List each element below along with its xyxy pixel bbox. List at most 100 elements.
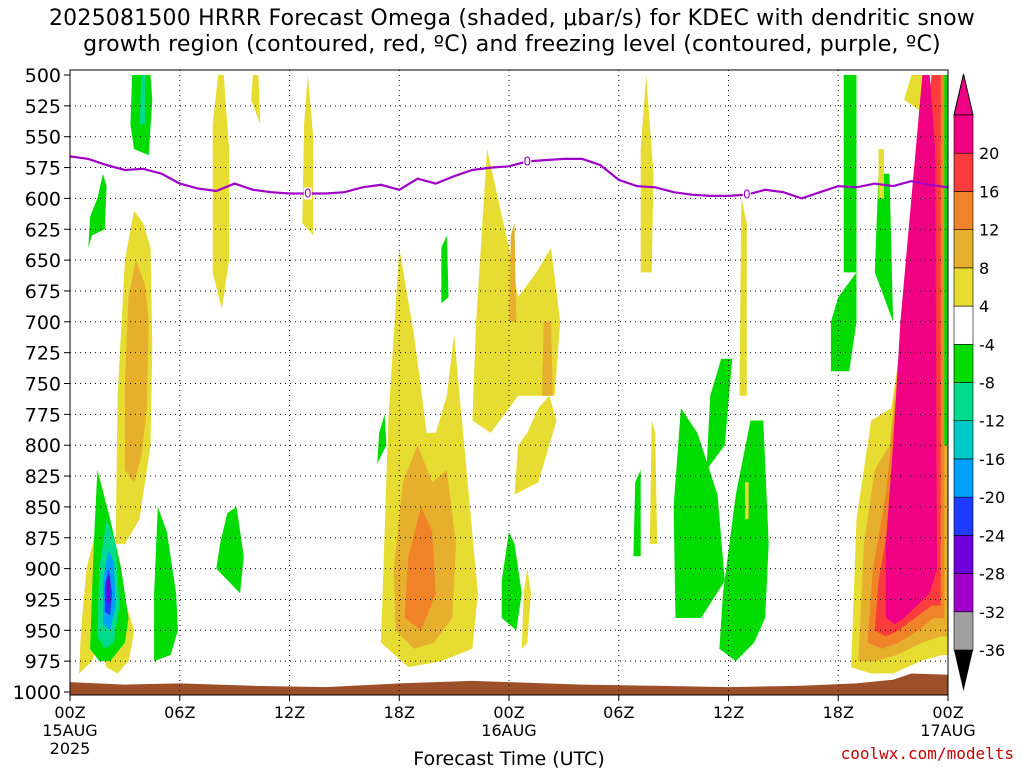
- x-tick-label-12: 12Z: [274, 703, 305, 722]
- colorbar-top-arrow: [953, 73, 974, 116]
- omega-region-14: [251, 75, 261, 125]
- colorbar-segment-0: [953, 611, 974, 651]
- colorbar-label-8: -4: [979, 335, 995, 354]
- y-tick-label-975: 975: [25, 651, 61, 673]
- omega-region-45: [885, 75, 937, 625]
- colorbar-segment-2: [953, 535, 974, 574]
- ground-surface: [70, 673, 948, 695]
- y-tick-label-875: 875: [25, 528, 61, 550]
- omega-region-29: [649, 420, 658, 544]
- chart-title-line2: growth region (contoured, red, ºC) and f…: [83, 32, 941, 57]
- freezing-level-line: [70, 155, 948, 200]
- colorbar-segment-7: [953, 343, 974, 383]
- freezing-level-label-bg-1: [523, 155, 532, 168]
- y-axis: 500 525 550 575 600 625 650 675 700 725 750 775 800 8…: [13, 65, 70, 704]
- y-tick-label-500: 500: [25, 65, 61, 87]
- omega-region-31: [706, 358, 733, 470]
- omega-region-36: [843, 75, 857, 273]
- x-tick-label-48: 00Z: [932, 703, 963, 722]
- y-tick-label-775: 775: [25, 404, 61, 426]
- y-tick-label-900: 900: [25, 559, 61, 581]
- freezing-level-label-bg-2: [742, 188, 751, 201]
- colorbar-segment-4: [953, 458, 974, 498]
- omega-region-13: [212, 75, 230, 310]
- y-tick-label-525: 525: [25, 96, 61, 118]
- freezing-level-label-0: 0: [304, 186, 312, 200]
- y-tick-label-575: 575: [25, 158, 61, 180]
- colorbar-segment-12: [953, 152, 974, 192]
- freezing-level-label-bg-0: [303, 187, 312, 200]
- colorbar-segment-11: [953, 191, 974, 230]
- omega-region-27: [640, 75, 654, 273]
- omega-region-26: [521, 568, 531, 649]
- omega-region-21: [472, 149, 561, 433]
- y-tick-label-950: 950: [25, 620, 61, 642]
- colorbar-label-7: -8: [979, 374, 995, 393]
- x-tick-label-6: 06Z: [164, 703, 195, 722]
- omega-region-20: [441, 235, 449, 304]
- freezing-level-label-2: 0: [743, 188, 751, 202]
- colorbar-label-10: 8: [979, 259, 989, 278]
- omega-region-32: [719, 420, 769, 662]
- y-tick-label-600: 600: [25, 188, 61, 210]
- credit-text: coolwx.com/modelts: [840, 744, 1014, 763]
- colorbar-label-1: -32: [979, 603, 1005, 622]
- chart-title-line1: 2025081500 HRRR Forecast Omega (shaded, …: [48, 6, 975, 31]
- x-tick-label-30: 06Z: [603, 703, 634, 722]
- colorbar-label-9: 4: [979, 297, 989, 316]
- colorbar-label-3: -24: [979, 526, 1005, 545]
- colorbar-segment-6: [953, 382, 974, 422]
- omega-region-8: [88, 173, 107, 248]
- y-tick-label-700: 700: [25, 312, 61, 334]
- y-tick-label-725: 725: [25, 343, 61, 365]
- y-tick-label-800: 800: [25, 435, 61, 457]
- colorbar-segment-13: [953, 114, 974, 154]
- colorbar-segment-9: [953, 267, 974, 307]
- x-tick-date-24: 16AUG: [481, 721, 536, 740]
- y-tick-label-925: 925: [25, 589, 61, 611]
- x-tick-date-48: 17AUG: [920, 721, 975, 740]
- x-tick-label-42: 18Z: [823, 703, 854, 722]
- colorbar-label-12: 16: [979, 182, 999, 201]
- colorbar-label-0: -36: [979, 641, 1005, 660]
- freezing-level-label-1: 0: [523, 154, 531, 168]
- y-tick-label-825: 825: [25, 466, 61, 488]
- colorbar: -36 -32 -28 -24 -20 -16 -12 -8 -4 4 8 12 16 20: [953, 73, 1005, 691]
- y-tick-label-850: 850: [25, 497, 61, 519]
- omega-region-22: [509, 223, 517, 322]
- colorbar-segment-8: [953, 305, 974, 345]
- y-tick-label-750: 750: [25, 374, 61, 396]
- omega-region-11: [154, 506, 178, 662]
- omega-region-33: [739, 198, 747, 396]
- omega-region-25: [501, 531, 522, 631]
- y-tick-label-675: 675: [25, 281, 61, 303]
- colorbar-label-5: -16: [979, 450, 1005, 469]
- omega-region-23: [541, 321, 553, 396]
- colorbar-label-6: -12: [979, 412, 1005, 431]
- x-tick-label-36: 12Z: [713, 703, 744, 722]
- omega-region-5: [106, 574, 111, 604]
- colorbar-label-11: 12: [979, 221, 999, 240]
- omega-region-7: [124, 260, 149, 483]
- x-tick-label-18: 18Z: [384, 703, 415, 722]
- ground-layer: [70, 673, 948, 695]
- omega-region-35: [830, 272, 857, 372]
- omega-region-38: [878, 149, 884, 199]
- x-tick-date-0: 15AUG: [42, 721, 97, 740]
- omega-shading: [79, 75, 948, 674]
- x-tick-label-24: 00Z: [493, 703, 524, 722]
- y-tick-label-550: 550: [25, 127, 61, 149]
- x-tick-label-0: 00Z: [54, 703, 85, 722]
- omega-region-46: [944, 75, 948, 446]
- omega-region-10: [139, 75, 145, 125]
- colorbar-segment-10: [953, 229, 974, 269]
- colorbar-label-13: 20: [979, 144, 999, 163]
- colorbar-segment-3: [953, 496, 974, 536]
- colorbar-segment-5: [953, 420, 974, 460]
- colorbar-label-4: -20: [979, 488, 1005, 507]
- omega-region-19: [377, 414, 387, 464]
- colorbar-bottom-arrow: [954, 650, 973, 691]
- omega-region-12: [216, 506, 244, 594]
